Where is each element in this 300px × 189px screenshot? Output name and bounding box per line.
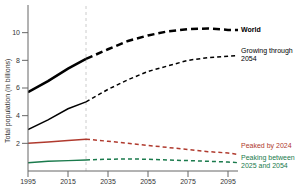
svg-text:Total population (in billions): Total population (in billions) [8,59,12,143]
svg-text:2035: 2035 [100,178,116,185]
svg-text:4: 4 [16,112,20,119]
svg-text:8: 8 [16,57,20,64]
svg-text:World: World [241,26,261,33]
svg-text:Growing through2054: Growing through2054 [241,47,292,62]
svg-text:Peaking between2025 and 2054: Peaking between2025 and 2054 [241,154,292,169]
svg-text:Peaked by 2024: Peaked by 2024 [241,142,292,150]
svg-text:2: 2 [16,140,20,147]
svg-text:6: 6 [16,84,20,91]
svg-text:2095: 2095 [220,178,236,185]
svg-text:2055: 2055 [140,178,156,185]
svg-text:10: 10 [12,29,20,36]
svg-text:2075: 2075 [180,178,196,185]
svg-text:1995: 1995 [20,178,36,185]
svg-text:2015: 2015 [60,178,76,185]
